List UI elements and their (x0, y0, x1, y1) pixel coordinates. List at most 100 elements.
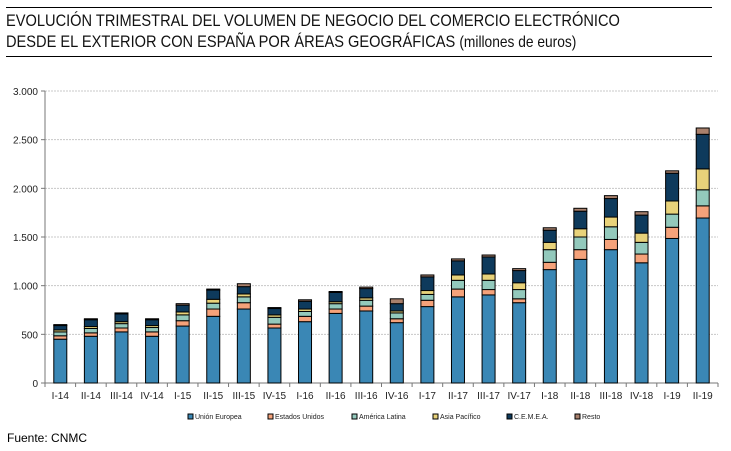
y-tick-label: 0 (32, 379, 38, 390)
x-tick-label: I-14 (52, 391, 70, 402)
y-tick-label: 2.000 (13, 184, 38, 195)
bar-segment-c-e-m-e-a- (267, 308, 282, 316)
bar-segment-asia-pac-fico (542, 241, 557, 251)
bar-segment-resto (328, 291, 343, 293)
bar-segment-c-e-m-e-a- (298, 300, 313, 310)
bar-segment-am-rica-latina (542, 249, 557, 263)
y-tick-label: 3.000 (13, 87, 38, 98)
bar-segment-asia-pac-fico (665, 200, 680, 215)
bar-segment-asia-pac-fico (603, 216, 618, 228)
bar-segment-c-e-m-e-a- (512, 270, 527, 284)
bar-segment-uni-n-europea (695, 217, 710, 384)
bar-segment-c-e-m-e-a- (573, 210, 588, 230)
bar-segment-estados-unidos (236, 302, 251, 310)
x-tick-label: II-17 (448, 391, 468, 402)
bar-segment-asia-pac-fico (573, 228, 588, 238)
bar-segment-uni-n-europea (389, 322, 404, 384)
bar-segment-estados-unidos (450, 288, 465, 298)
bar-segment-c-e-m-e-a- (206, 289, 221, 300)
bar-segment-asia-pac-fico (206, 298, 221, 304)
x-tick-label: IV-17 (507, 391, 531, 402)
bar-segment-c-e-m-e-a- (695, 133, 710, 170)
legend-swatch (351, 413, 358, 420)
bar-segment-c-e-m-e-a- (603, 198, 618, 218)
x-tick-label: I-16 (296, 391, 314, 402)
bar-segment-resto (206, 288, 221, 291)
x-tick-label: IV-16 (385, 391, 409, 402)
bar-segment-resto (267, 307, 282, 310)
bar-segment-c-e-m-e-a- (389, 303, 404, 312)
x-tick-label: III-14 (110, 391, 133, 402)
bar-segment-uni-n-europea (236, 308, 251, 384)
bar-segment-c-e-m-e-a- (542, 229, 557, 243)
bar-segment-resto (53, 324, 68, 327)
bar-segment-estados-unidos (145, 331, 160, 337)
bar-segment-uni-n-europea (328, 312, 343, 384)
bar-segment-uni-n-europea (145, 335, 160, 384)
bar-segment-uni-n-europea (420, 306, 435, 384)
bar-segment-uni-n-europea (206, 315, 221, 384)
bar-segment-c-e-m-e-a- (665, 172, 680, 202)
title-line-1: EVOLUCIÓN TRIMESTRAL DEL VOLUMEN DE NEGO… (6, 11, 620, 30)
bar-segment-uni-n-europea (573, 258, 588, 384)
bar-segment-estados-unidos (512, 298, 527, 304)
bar-segment-am-rica-latina (236, 296, 251, 304)
bar-segment-am-rica-latina (53, 331, 68, 337)
bar-segment-resto (145, 318, 160, 321)
bar-segment-uni-n-europea (542, 269, 557, 384)
legend-label: Estados Unidos (275, 414, 325, 421)
bar-segment-am-rica-latina (512, 289, 527, 300)
x-tick-label: III-17 (477, 391, 500, 402)
bar-segment-resto (236, 283, 251, 288)
y-tick-label: 500 (21, 330, 38, 341)
bar-segment-am-rica-latina (389, 312, 404, 320)
bar-segment-c-e-m-e-a- (481, 256, 496, 275)
bar-segment-am-rica-latina (267, 316, 282, 325)
bar-segment-estados-unidos (603, 238, 618, 251)
bar-segment-am-rica-latina (206, 302, 221, 310)
bar-segment-am-rica-latina (634, 241, 649, 255)
x-tick-label: I-19 (663, 391, 681, 402)
x-tick-label: II-15 (203, 391, 223, 402)
bar-segment-c-e-m-e-a- (236, 286, 251, 295)
bar-segment-resto (512, 268, 527, 272)
bar-segment-am-rica-latina (328, 303, 343, 310)
title-line-2: DESDE EL EXTERIOR CON ESPAÑA POR ÁREAS G… (6, 31, 613, 53)
legend-swatch (506, 413, 513, 420)
x-tick-label: I-17 (419, 391, 437, 402)
title-line-2-text: DESDE EL EXTERIOR CON ESPAÑA POR ÁREAS G… (6, 32, 456, 51)
bar-segment-asia-pac-fico (695, 168, 710, 191)
legend-swatch (574, 413, 581, 420)
bar-segment-asia-pac-fico (450, 274, 465, 281)
bar-segment-resto (542, 227, 557, 231)
bar-segment-asia-pac-fico (481, 273, 496, 281)
bar-segment-resto (420, 274, 435, 278)
bar-segment-am-rica-latina (359, 299, 374, 307)
y-tick-label: 1.000 (13, 282, 38, 293)
x-tick-label: I-15 (174, 391, 192, 402)
bar-segment-c-e-m-e-a- (83, 319, 98, 328)
bar-segment-resto (298, 299, 313, 302)
x-tick-label: II-14 (81, 391, 101, 402)
bar-segment-resto (603, 195, 618, 200)
y-tick-label: 1.500 (13, 233, 38, 244)
legend-label: Asia Pacífico (440, 414, 481, 421)
bar-segment-estados-unidos (634, 253, 649, 264)
bar-segment-c-e-m-e-a- (114, 313, 129, 323)
bar-segment-am-rica-latina (481, 279, 496, 291)
x-tick-label: II-19 (693, 391, 713, 402)
bar-segment-resto (114, 312, 129, 315)
bar-segment-resto (695, 127, 710, 135)
bar-segment-asia-pac-fico (634, 232, 649, 243)
bar-segment-estados-unidos (481, 289, 496, 296)
bar-segment-am-rica-latina (420, 293, 435, 301)
bar-segment-estados-unidos (298, 315, 313, 323)
bar-segment-c-e-m-e-a- (53, 325, 68, 331)
legend-label: C.E.M.E.A. (514, 414, 549, 421)
bar-segment-uni-n-europea (267, 327, 282, 384)
bar-segment-am-rica-latina (665, 213, 680, 228)
bar-segment-asia-pac-fico (512, 282, 527, 291)
bar-segment-am-rica-latina (695, 189, 710, 207)
bar-segment-c-e-m-e-a- (328, 291, 343, 303)
legend-swatch (187, 413, 194, 420)
